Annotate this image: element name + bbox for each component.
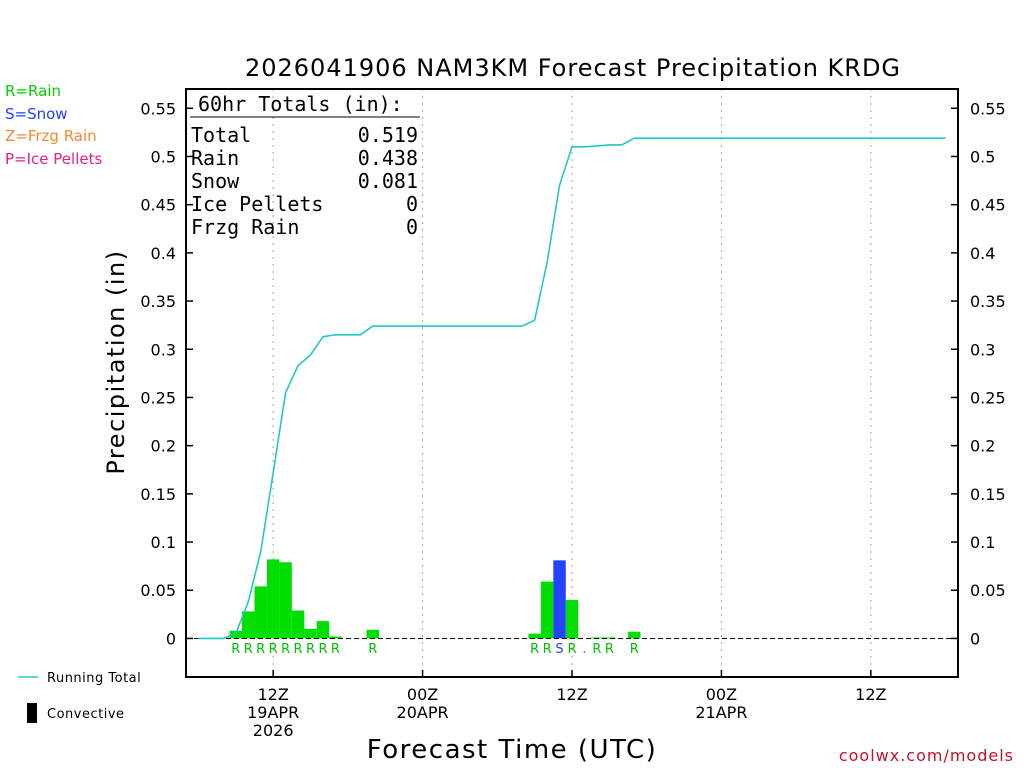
y-tick-label-right: 0.2 — [970, 437, 995, 456]
credit-text: coolwx.com/models — [839, 746, 1014, 765]
precip-type-marker: R — [294, 642, 303, 657]
precip-type-marker: S — [555, 642, 563, 657]
totals-value-snow: 0.081 — [358, 169, 418, 193]
y-axis-label: Precipitation (in) — [102, 249, 130, 474]
precip-type-legend: R=Rain S=Snow Z=Frzg Rain P=Ice Pellets — [5, 82, 102, 168]
bottom-legend: Running Total Convective — [18, 671, 141, 723]
totals-label-total: Total — [191, 123, 251, 147]
precip-type-marker: R — [281, 642, 290, 657]
legend-rain: R=Rain — [5, 82, 61, 100]
precip-bar — [541, 582, 553, 639]
y-tick-label-right: 0.1 — [970, 533, 995, 552]
x-tick-label: 21APR — [695, 703, 747, 722]
y-tick-label-left: 0.1 — [151, 533, 176, 552]
precip-type-marker: R — [567, 642, 576, 657]
y-tick-label-right: 0 — [970, 629, 980, 648]
y-tick-label-left: 0.05 — [140, 581, 176, 600]
legend-snow: S=Snow — [5, 105, 68, 123]
precip-type-marker: R — [368, 642, 377, 657]
precip-bar — [292, 610, 304, 638]
y-tick-label-left: 0.5 — [151, 147, 176, 166]
y-tick-label-left: 0.15 — [140, 485, 176, 504]
precip-type-marker: R — [605, 642, 614, 657]
x-tick-label: 12Z — [556, 685, 587, 704]
precip-bar — [267, 559, 279, 638]
running-total-legend-label: Running Total — [47, 671, 141, 686]
precip-bar — [367, 630, 379, 639]
precip-type-marker: R — [269, 642, 278, 657]
precip-bar — [628, 632, 640, 639]
y-tick-label-left: 0 — [166, 629, 176, 648]
precip-chart: RRRRRRRRRRRRSR.RRR 0 00.05 0.050.1 0.10.15 0… — [0, 0, 1024, 768]
precip-bar — [254, 586, 266, 638]
totals-label-rain: Rain — [191, 146, 239, 170]
precip-bar — [304, 629, 316, 639]
convective-legend-label: Convective — [47, 707, 125, 722]
y-tick-label-right: 0.4 — [970, 244, 995, 263]
precip-bars — [230, 559, 641, 638]
y-tick-label-right: 0.45 — [970, 196, 1006, 215]
y-tick-label-right: 0.55 — [970, 99, 1006, 118]
totals-value-ice-pellets: 0 — [406, 192, 418, 216]
x-tick-label: 00Z — [407, 685, 438, 704]
y-tick-label-right: 0.35 — [970, 292, 1006, 311]
precip-bar — [279, 562, 291, 638]
totals-label-snow: Snow — [191, 169, 240, 193]
precip-type-marker: . — [582, 642, 586, 657]
y-tick-label-right: 0.5 — [970, 147, 995, 166]
y-tick-label-right: 0.25 — [970, 388, 1006, 407]
precip-type-marker: R — [231, 642, 240, 657]
legend-ice-pellets: P=Ice Pellets — [5, 150, 102, 168]
x-tick-label: 2026 — [253, 721, 294, 740]
y-tick-label-right: 0.05 — [970, 581, 1006, 600]
y-tick-label-left: 0.3 — [151, 340, 176, 359]
chart-title: 2026041906 NAM3KM Forecast Precipitation… — [245, 54, 901, 82]
totals-value-frzg-rain: 0 — [406, 215, 418, 239]
x-tick-label: 00Z — [706, 685, 737, 704]
precip-type-marker: R — [543, 642, 552, 657]
precip-type-marker: R — [318, 642, 327, 657]
x-tick-label: 12Z — [855, 685, 886, 704]
totals-value-rain: 0.438 — [358, 146, 418, 170]
precip-type-marker: R — [244, 642, 253, 657]
precip-bar — [553, 560, 565, 638]
totals-header: 60hr Totals (in): — [198, 92, 403, 116]
precip-type-marker: R — [306, 642, 315, 657]
x-tick-label: 19APR — [247, 703, 299, 722]
precip-bar — [242, 611, 254, 638]
precip-bar — [528, 634, 540, 639]
totals-label-ice-pellets: Ice Pellets — [191, 192, 323, 216]
y-tick-label-left: 0.4 — [151, 244, 176, 263]
x-tick-label: 12Z — [257, 685, 288, 704]
totals-label-frzg-rain: Frzg Rain — [191, 215, 299, 239]
y-tick-label-right: 0.3 — [970, 340, 995, 359]
precip-bar — [317, 621, 329, 638]
y-tick-label-right: 0.15 — [970, 485, 1006, 504]
x-tick-label: 20APR — [397, 703, 449, 722]
precip-type-marker: R — [592, 642, 601, 657]
legend-frzg-rain: Z=Frzg Rain — [5, 127, 97, 145]
totals-value-total: 0.519 — [358, 123, 418, 147]
y-tick-label-left: 0.35 — [140, 292, 176, 311]
totals-box: 60hr Totals (in): Total 0.519 Rain 0.438… — [190, 92, 420, 239]
precip-type-marker: R — [331, 642, 340, 657]
precip-type-marker: R — [256, 642, 265, 657]
precip-bar — [566, 600, 578, 639]
y-tick-label-left: 0.55 — [140, 99, 176, 118]
x-axis-label: Forecast Time (UTC) — [367, 735, 658, 765]
y-tick-label-left: 0.25 — [140, 388, 176, 407]
y-tick-label-left: 0.45 — [140, 196, 176, 215]
precip-type-marker: R — [530, 642, 539, 657]
precip-type-marker: R — [630, 642, 639, 657]
y-tick-label-left: 0.2 — [151, 437, 176, 456]
convective-legend-swatch — [27, 703, 37, 723]
